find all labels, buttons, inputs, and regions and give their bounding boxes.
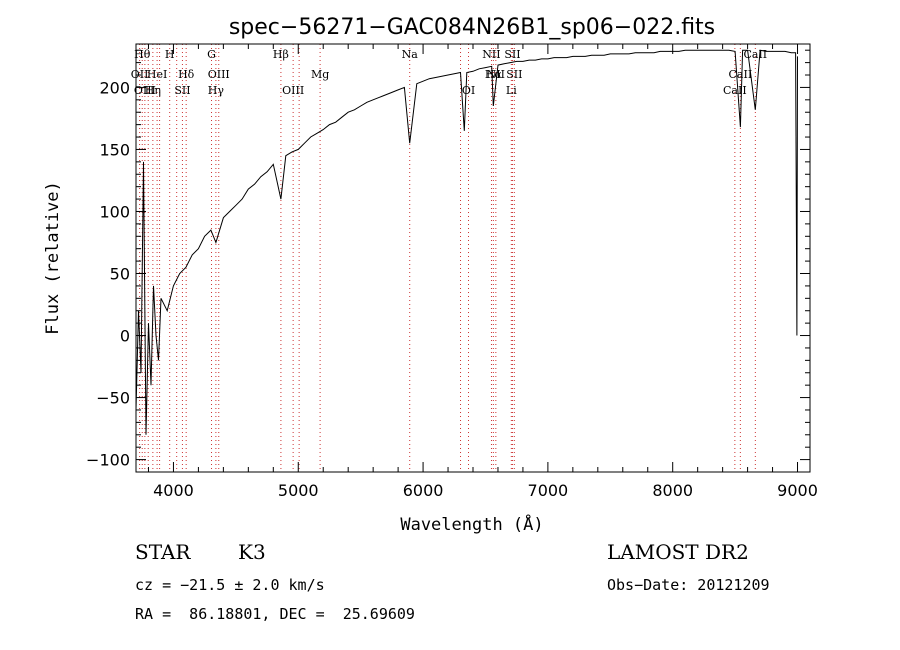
y-tick-label: −100 [86, 451, 130, 470]
x-tick-label: 9000 [777, 481, 818, 500]
y-tick-label: 150 [99, 140, 130, 159]
line-label: Li [506, 84, 517, 97]
object-subclass: K3 [238, 540, 266, 564]
line-label: SII [504, 48, 520, 61]
line-label: CaII [729, 68, 753, 81]
line-label: OIII [208, 68, 230, 81]
line-label: Hβ [273, 48, 289, 61]
line-label: CaII [743, 48, 767, 61]
y-tick-label: 100 [99, 202, 130, 221]
line-label: Hη [145, 84, 161, 97]
x-tick-label: 7000 [528, 481, 569, 500]
y-tick-label: 0 [120, 327, 130, 346]
line-label: Na [402, 48, 419, 61]
plot-frame [135, 43, 811, 473]
y-tick-label: 200 [99, 78, 130, 97]
y-tick-label: −50 [96, 389, 130, 408]
y-axis-label: Flux (relative) [43, 181, 63, 335]
y-axis: −100 −50 0 50 100 150 200 [86, 49, 810, 470]
line-label: OI [462, 84, 475, 97]
survey-name: LAMOST DR2 [607, 540, 749, 564]
redshift-readout: cz = −21.5 ± 2.0 km/s [135, 576, 325, 594]
line-label: Hγ [208, 84, 225, 97]
obs-date: Obs−Date: 20121209 [607, 576, 770, 594]
line-label: NII [487, 68, 505, 81]
chart-title: spec−56271−GAC084N26B1_sp06−022.fits [229, 15, 715, 40]
x-axis: 4000 5000 6000 7000 8000 9000 [147, 44, 818, 500]
spectrum-chart: spec−56271−GAC084N26B1_sp06−022.fits OII… [43, 15, 818, 535]
object-class: STAR [135, 540, 191, 564]
spectrum-line [135, 49, 798, 435]
line-label: OII [131, 68, 149, 81]
line-label: H [165, 48, 175, 61]
line-label: G [207, 48, 216, 61]
x-tick-label: 6000 [403, 481, 444, 500]
line-label: CaII [723, 84, 747, 97]
line-label: Hθ [134, 48, 151, 61]
line-label: SII [174, 84, 190, 97]
line-label: Hδ [178, 68, 195, 81]
x-tick-label: 4000 [153, 481, 194, 500]
line-label: NII [482, 48, 500, 61]
emission-line-labels: OIIHθOIIIHηHeIHSIIHδGHγOIIIHβOIIIMgNaOIN… [131, 48, 767, 97]
line-label: Hα [485, 68, 503, 81]
line-label: OIII [282, 84, 304, 97]
y-tick-label: 50 [110, 265, 130, 284]
x-tick-label: 8000 [652, 481, 693, 500]
x-tick-label: 5000 [278, 481, 319, 500]
emission-line-markers [139, 44, 756, 472]
line-label: HeI [147, 68, 167, 81]
x-axis-label: Wavelength (Å) [400, 513, 543, 535]
line-label: SII [506, 68, 522, 81]
coordinates: RA = 86.18801, DEC = 25.69609 [135, 605, 415, 623]
line-label: Mg [311, 68, 329, 81]
